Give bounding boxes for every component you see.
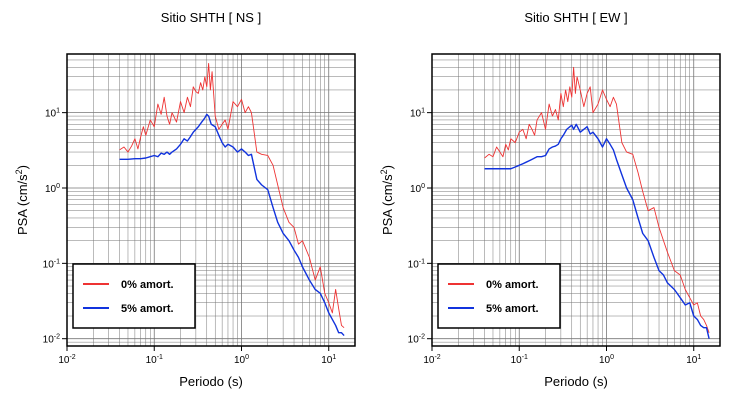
x-tick-label-base: 10 — [511, 355, 523, 366]
y-axis-label-superscript: 2 — [379, 169, 389, 174]
x-tick-label-base: 10 — [234, 355, 246, 366]
plot-frame — [66, 53, 356, 347]
x-axis-label: Periodo (s) — [544, 374, 608, 389]
y-tick-label-base: 10 — [45, 109, 57, 120]
chart-title: Sitio SHTH [ EW ] — [524, 10, 627, 25]
legend-label: 0% amort. — [486, 279, 539, 291]
y-tick-label-base: 10 — [408, 335, 420, 346]
x-tick-label-exponent: -1 — [157, 354, 163, 361]
x-tick-label-exponent: 0 — [245, 354, 249, 361]
x-tick-label-base: 10 — [58, 355, 70, 366]
y-tick-label: 10-1 — [43, 258, 60, 270]
y-tick-label: 101 — [45, 108, 60, 120]
y-axis-label: PSA (cm/s2) — [14, 165, 30, 235]
y-tick-label-base: 10 — [408, 259, 420, 270]
x-tick-label-exponent: 0 — [610, 354, 614, 361]
y-tick-label-exponent: 1 — [421, 108, 425, 115]
x-tick-label-exponent: -1 — [522, 354, 528, 361]
y-tick-label: 10-1 — [408, 258, 425, 270]
series-line-0-amort- — [484, 66, 710, 333]
legend-box — [72, 263, 196, 329]
y-tick-label-exponent: 0 — [56, 183, 60, 190]
legend: 0% amort. 5% amort. — [437, 263, 561, 329]
y-tick-label-exponent: -1 — [419, 258, 425, 265]
y-axis-label: PSA (cm/s2) — [379, 165, 395, 235]
x-tick-label: 100 — [599, 354, 614, 366]
y-tick-label-base: 10 — [410, 184, 422, 195]
y-tick-label: 10-2 — [408, 334, 425, 346]
y-tick-label-exponent: 0 — [421, 183, 425, 190]
y-tick-label-exponent: -2 — [54, 334, 60, 341]
y-tick-label-exponent: -1 — [54, 258, 60, 265]
x-tick-label: 10-2 — [58, 354, 75, 366]
x-tick-label-base: 10 — [686, 355, 698, 366]
x-tick-label: 101 — [321, 354, 336, 366]
legend-box — [437, 263, 561, 329]
x-tick-label-exponent: -2 — [434, 354, 440, 361]
series-line-5-amort- — [119, 113, 345, 337]
x-tick-label: 10-1 — [511, 354, 528, 366]
y-axis-label-main: PSA (cm/s — [15, 174, 30, 235]
series-line-0-amort- — [119, 62, 345, 329]
chart-title: Sitio SHTH [ NS ] — [161, 10, 261, 25]
y-tick-label-base: 10 — [43, 259, 55, 270]
legend: 0% amort. 5% amort. — [72, 263, 196, 329]
x-tick-label-exponent: 1 — [332, 354, 336, 361]
y-tick-label: 10-2 — [43, 334, 60, 346]
x-tick-label-exponent: -2 — [69, 354, 75, 361]
y-axis-label-superscript: 2 — [14, 169, 24, 174]
x-tick-label-base: 10 — [321, 355, 333, 366]
y-tick-label: 100 — [410, 183, 425, 195]
y-axis-label-close: ) — [15, 165, 30, 169]
x-tick-label: 10-1 — [146, 354, 163, 366]
y-tick-label: 101 — [410, 108, 425, 120]
x-tick-label: 101 — [686, 354, 701, 366]
y-tick-label-exponent: -2 — [419, 334, 425, 341]
legend-label: 0% amort. — [121, 279, 174, 291]
plot-frame — [431, 53, 721, 347]
x-axis-label: Periodo (s) — [179, 374, 243, 389]
y-tick-label-base: 10 — [45, 184, 57, 195]
legend-label: 5% amort. — [486, 303, 539, 315]
y-axis-label-close: ) — [380, 165, 395, 169]
legend-label: 5% amort. — [121, 303, 174, 315]
x-tick-label-exponent: 1 — [697, 354, 701, 361]
x-tick-label: 100 — [234, 354, 249, 366]
y-tick-label-base: 10 — [43, 335, 55, 346]
x-tick-label-base: 10 — [599, 355, 611, 366]
x-tick-label: 10-2 — [423, 354, 440, 366]
y-tick-label-base: 10 — [410, 109, 422, 120]
y-tick-label: 100 — [45, 183, 60, 195]
x-tick-label-base: 10 — [423, 355, 435, 366]
series-line-5-amort- — [484, 123, 710, 339]
y-axis-label-main: PSA (cm/s — [380, 174, 395, 235]
y-tick-label-exponent: 1 — [56, 108, 60, 115]
x-tick-label-base: 10 — [146, 355, 158, 366]
